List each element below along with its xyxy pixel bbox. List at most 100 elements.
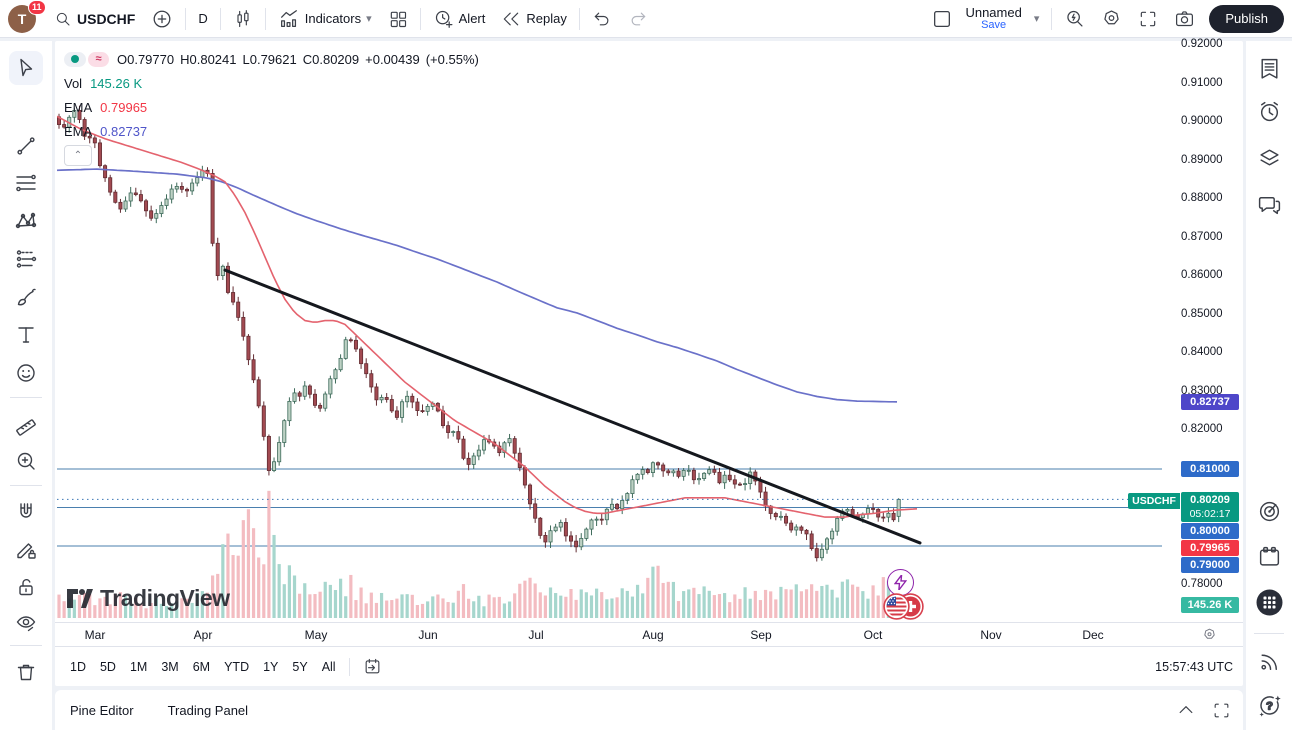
price-axis[interactable]: 0.92000 0.91000 0.90000 0.89000 0.88000 0.870… (1162, 38, 1243, 622)
interval-button[interactable]: D (190, 4, 215, 34)
measure-tool-button[interactable] (9, 407, 43, 441)
axis-settings-gear-icon[interactable] (1202, 627, 1217, 642)
event-marker-flag-us[interactable] (883, 593, 910, 620)
panel-chevron-up-icon[interactable] (1176, 700, 1196, 720)
text-tool-button[interactable] (9, 318, 43, 352)
us-flag-icon (883, 593, 910, 620)
snapshot-button[interactable] (1166, 4, 1203, 34)
panel-maximize-icon[interactable] (1212, 701, 1231, 720)
brush-tool-button[interactable] (9, 280, 43, 314)
range-button-1y[interactable]: 1Y (263, 659, 279, 674)
layout-name: Unnamed (965, 4, 1022, 20)
price-tick: 0.91000 (1181, 76, 1223, 89)
price-chart[interactable] (57, 41, 1162, 622)
undo-button[interactable] (584, 4, 620, 34)
range-button-ytd[interactable]: YTD (224, 659, 250, 674)
market-status-pill (64, 51, 86, 67)
multichart-grid-icon (390, 11, 406, 27)
publish-button[interactable]: Publish (1209, 4, 1284, 33)
range-button-1m[interactable]: 1M (129, 659, 148, 674)
zoom-in-tool-button[interactable] (9, 444, 43, 478)
chart-legend: ≈ O0.79770 H0.80241 L0.79621 C0.80209 +0.004… (64, 49, 485, 145)
goto-date-icon (365, 658, 379, 674)
chart-style-button[interactable] (225, 4, 261, 34)
clock-utc[interactable]: 15:57:43 UTC (1155, 659, 1233, 674)
ohlc-part: C0.80209 (302, 51, 360, 67)
tab-trading-panel[interactable]: Trading Panel (167, 702, 249, 718)
chat-button[interactable] (1256, 191, 1283, 218)
redo-icon (631, 12, 646, 25)
replay-button[interactable]: Replay (493, 4, 574, 34)
add-symbol-button[interactable] (143, 4, 181, 34)
candles-icon (237, 9, 249, 27)
tab-pine-editor[interactable]: Pine Editor (70, 702, 134, 718)
drawing-toolbar (0, 41, 52, 730)
range-button-5d[interactable]: 5D (99, 659, 116, 674)
watchlist-icon (1261, 58, 1278, 79)
trend-line-tool-button[interactable] (9, 129, 43, 163)
timeframe-divider (348, 657, 350, 676)
calendar-button[interactable] (1256, 543, 1283, 570)
time-axis[interactable]: Mar Apr May Jun Jul Aug Sep Oct Nov Dec (55, 622, 1243, 646)
tradingview-watermark: TradingView (66, 585, 230, 612)
search-icon (56, 12, 70, 26)
remove-drawings-button[interactable] (9, 655, 43, 689)
range-button-1d[interactable]: 1D (70, 659, 86, 674)
streams-button[interactable] (1256, 648, 1283, 675)
price-tick: 0.87000 (1181, 230, 1223, 243)
toolbar-separator (219, 7, 221, 30)
volume-legend-row[interactable]: Vol 145.26 K (64, 73, 485, 93)
help-button[interactable]: ? (1256, 692, 1283, 719)
screener-button[interactable] (1256, 498, 1283, 525)
prediction-tool-button[interactable] (9, 242, 43, 276)
event-marker-earnings[interactable] (887, 569, 914, 596)
volume-label: Vol (64, 75, 83, 91)
emoji-tool-button[interactable] (9, 356, 43, 390)
user-avatar[interactable]: T 11 (8, 0, 46, 33)
range-button-all[interactable]: All (321, 659, 336, 674)
symbol-search-button[interactable]: USDCHF (46, 4, 143, 34)
pattern-tool-button[interactable] (9, 204, 43, 238)
zoom-in-icon (17, 452, 35, 470)
fullscreen-icon (1141, 11, 1156, 26)
magnet-tool-button[interactable] (9, 495, 43, 529)
range-button-5y[interactable]: 5Y (292, 659, 308, 674)
month-label-oct: Oct (863, 628, 883, 642)
legend-collapse-button[interactable]: ⌃ (64, 145, 92, 166)
drawing-mode-button[interactable] (9, 533, 43, 567)
indicators-button[interactable]: Indicators ▾ (270, 4, 380, 34)
toolbar-separator (264, 7, 266, 30)
price-tick: 0.82000 (1181, 423, 1223, 436)
symbol-legend-row[interactable]: ≈ O0.79770 H0.80241 L0.79621 C0.80209 +0.004… (64, 49, 485, 69)
cursor-tool-button[interactable] (9, 51, 43, 85)
alert-button[interactable]: Alert (425, 4, 494, 34)
goto-date-button[interactable] (356, 653, 389, 680)
toolbar-separator (419, 7, 421, 30)
object-tree-button[interactable] (1256, 144, 1283, 171)
lock-drawings-button[interactable] (9, 570, 43, 604)
toolbar-right: Unnamed Save ▾ Publish (923, 0, 1292, 38)
range-button-3m[interactable]: 3M (161, 659, 179, 674)
layout-select-button[interactable] (923, 4, 961, 34)
fib-retracement-tool-button[interactable] (9, 166, 43, 200)
settings-button[interactable] (1093, 4, 1130, 34)
bottom-panel-bar: Pine Editor Trading Panel (55, 690, 1243, 730)
redo-button[interactable] (620, 4, 656, 34)
month-label-apr: Apr (193, 628, 213, 642)
alerts-button[interactable] (1256, 98, 1283, 125)
range-button-6m[interactable]: 6M (192, 659, 211, 674)
hide-drawings-button[interactable] (9, 606, 43, 640)
watchlist-button[interactable] (1256, 55, 1283, 82)
ema-fast-legend-row[interactable]: EMA 0.79965 (64, 97, 485, 117)
ema-slow-legend-row[interactable]: EMA 0.82737 (64, 121, 485, 141)
replay-icon (504, 12, 519, 25)
layout-menu-button[interactable]: ▾ (1026, 4, 1048, 34)
approx-values-pill: ≈ (88, 51, 109, 67)
apps-grid-button[interactable] (1256, 589, 1283, 616)
current-price-badge: 0.80209 05:02:17 (1181, 491, 1239, 522)
layout-grid-button[interactable] (380, 4, 416, 34)
quick-search-button[interactable] (1056, 4, 1093, 34)
chart-panel: ≈ O0.79770 H0.80241 L0.79621 C0.80209 +0.004… (55, 38, 1243, 686)
layout-name-button[interactable]: Unnamed Save (961, 6, 1025, 32)
fullscreen-button[interactable] (1130, 4, 1166, 34)
